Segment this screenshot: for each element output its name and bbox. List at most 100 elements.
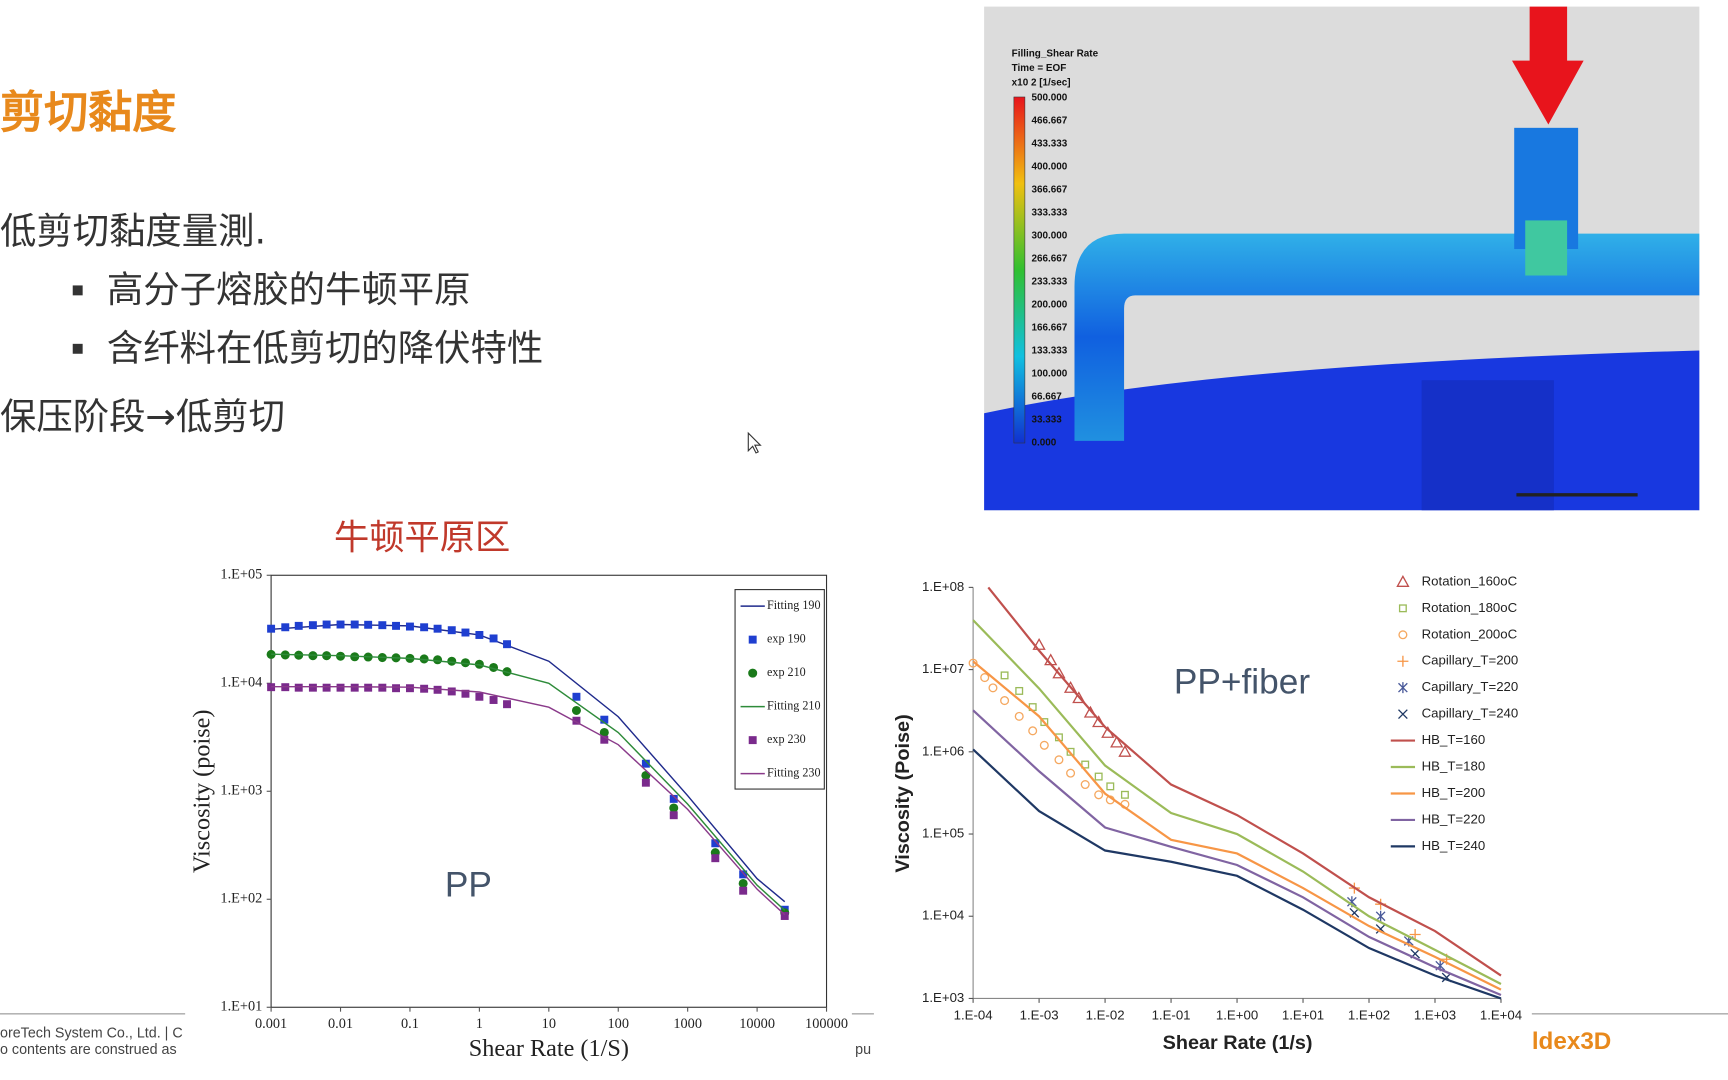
marker xyxy=(336,620,345,629)
marker xyxy=(392,621,400,630)
x-tick-label: 1.E+02 xyxy=(1348,1008,1390,1023)
marker xyxy=(1120,790,1129,799)
series-line xyxy=(972,748,1502,1000)
marker xyxy=(1028,726,1038,736)
marker xyxy=(1094,790,1104,800)
marker xyxy=(447,687,456,696)
series-line xyxy=(972,619,1502,985)
annotation: PP+fiber xyxy=(1174,663,1310,702)
marker xyxy=(503,700,511,709)
y-axis-label: Viscosity (Poise) xyxy=(892,714,914,872)
marker xyxy=(1039,740,1049,750)
x-tick-label: 0.1 xyxy=(401,1016,419,1032)
marker xyxy=(489,696,498,704)
x-tick-label: 0.001 xyxy=(255,1016,287,1032)
chart-title: 牛顿平原区 xyxy=(334,518,510,557)
x-tick-label: 10000 xyxy=(739,1016,775,1032)
marker xyxy=(572,692,581,701)
marker xyxy=(1040,718,1049,727)
marker xyxy=(433,655,443,665)
colorbar-label: 266.667 xyxy=(1032,254,1068,265)
marker xyxy=(1375,910,1386,922)
legend-label: HB_T=240 xyxy=(1422,838,1486,853)
legend-label: exp 210 xyxy=(767,665,806,679)
marker xyxy=(968,658,978,668)
colorbar-label: 400.000 xyxy=(1032,162,1068,173)
marker xyxy=(1015,686,1024,695)
chart: 0.001 0.01 0.1 1 10 100 1000 10000 100000 1.E+01 1… xyxy=(188,518,848,1061)
sim-legend-title: x10 2 [1/sec] xyxy=(1012,77,1071,88)
x-tick-label: 1.E+04 xyxy=(1480,1008,1522,1023)
marker xyxy=(1052,666,1066,679)
marker xyxy=(420,623,429,632)
legend-swatch xyxy=(748,668,758,678)
sim-legend: Filling_Shear Rate Time = EOF x10 2 [1/sec… xyxy=(1012,49,1099,449)
legend-label: Fitting 230 xyxy=(767,765,821,779)
marker xyxy=(738,878,748,889)
marker xyxy=(780,912,789,920)
marker xyxy=(281,623,290,632)
sim-part xyxy=(1421,380,1554,511)
legend-swatch xyxy=(1396,575,1410,587)
marker xyxy=(1110,735,1124,748)
marker xyxy=(739,870,748,879)
colorbar-label: 433.333 xyxy=(1032,139,1068,150)
marker xyxy=(1066,747,1075,756)
colorbar-label: 33.333 xyxy=(1032,415,1063,426)
legend-swatch xyxy=(748,635,757,644)
y-tick-label: 1.E+04 xyxy=(220,675,262,691)
bullet: 保压阶段→低剪切 xyxy=(0,395,285,438)
marker xyxy=(1081,760,1090,769)
legend-swatch xyxy=(748,736,757,745)
y-tick-label: 1.E+03 xyxy=(220,783,262,799)
y-tick-label: 1.E+08 xyxy=(922,579,964,594)
x-tick-label: 0.01 xyxy=(328,1016,353,1032)
marker xyxy=(308,683,317,692)
marker xyxy=(294,621,303,630)
charts: 0.001 0.01 0.1 1 10 100 1000 10000 1000001.E+011… xyxy=(188,518,1522,1061)
y-tick-label: 1.E+03 xyxy=(922,990,964,1005)
colorbar-label: 166.667 xyxy=(1032,323,1068,334)
x-tick-label: 1.E+01 xyxy=(1282,1008,1324,1023)
series-line xyxy=(271,623,786,903)
marker xyxy=(392,684,400,693)
marker xyxy=(475,631,484,639)
mouse-cursor xyxy=(747,431,762,454)
marker xyxy=(503,640,511,649)
x-tick-label: 1000 xyxy=(673,1016,702,1032)
marker xyxy=(669,803,679,813)
y-tick-label: 1.E+01 xyxy=(220,999,262,1015)
marker xyxy=(364,683,373,692)
legend-swatch xyxy=(1398,709,1408,719)
simulation-image: Filling_Shear Rate Time = EOF x10 2 [1/sec… xyxy=(984,6,1700,511)
marker xyxy=(1014,711,1024,721)
legend-label: Rotation_200oC xyxy=(1422,626,1518,641)
series-line xyxy=(271,653,786,911)
marker xyxy=(336,683,345,692)
marker xyxy=(1409,928,1421,940)
legend-label: HB_T=220 xyxy=(1422,811,1486,826)
sim-legend-title: Filling_Shear Rate xyxy=(1012,49,1099,60)
colorbar-label: 333.333 xyxy=(1032,208,1068,219)
marker xyxy=(711,839,720,848)
colorbar-label: 466.667 xyxy=(1032,116,1068,127)
legend-label: Capillary_T=200 xyxy=(1422,653,1519,668)
colorbar-label: 0.000 xyxy=(1032,438,1057,449)
marker xyxy=(1000,671,1009,680)
legend-label: exp 230 xyxy=(767,732,806,746)
series-line xyxy=(987,586,1502,977)
x-axis-label: Shear Rate (1/S) xyxy=(469,1035,629,1062)
marker xyxy=(447,656,457,666)
marker xyxy=(669,811,678,820)
marker xyxy=(378,621,387,630)
marker xyxy=(322,620,331,629)
sim-gate-arrow xyxy=(1512,6,1584,125)
marker xyxy=(571,705,581,715)
sim-legend-title: Time = EOF xyxy=(1012,63,1067,74)
marker xyxy=(1054,755,1064,765)
marker xyxy=(350,683,359,692)
marker xyxy=(461,628,470,637)
marker xyxy=(1080,780,1090,790)
marker xyxy=(1000,696,1010,706)
